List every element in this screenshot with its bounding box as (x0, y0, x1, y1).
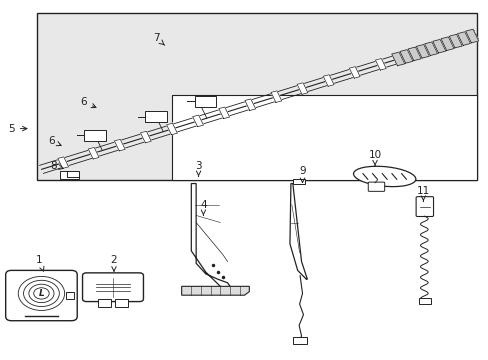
Polygon shape (88, 148, 99, 159)
Polygon shape (114, 139, 125, 151)
Text: 10: 10 (368, 150, 381, 166)
Polygon shape (401, 50, 411, 62)
Polygon shape (465, 29, 478, 43)
Polygon shape (244, 99, 255, 111)
Bar (37, 13, 476, 180)
Polygon shape (424, 42, 437, 55)
Polygon shape (399, 50, 412, 63)
Polygon shape (270, 91, 281, 102)
Bar (98, 299, 110, 306)
Text: 1: 1 (36, 255, 44, 271)
Bar (65, 292, 74, 299)
Polygon shape (289, 184, 307, 279)
Polygon shape (448, 34, 461, 48)
FancyBboxPatch shape (415, 197, 433, 216)
Bar (145, 111, 166, 122)
Polygon shape (432, 39, 445, 53)
Text: 5: 5 (8, 123, 27, 134)
Bar (292, 337, 307, 344)
Polygon shape (323, 75, 333, 86)
Text: 2: 2 (110, 255, 117, 271)
Text: 8: 8 (50, 161, 63, 171)
Bar (172, 95, 476, 180)
Text: 9: 9 (299, 166, 305, 183)
Text: 3: 3 (195, 161, 202, 176)
FancyBboxPatch shape (6, 270, 77, 321)
Polygon shape (440, 38, 450, 50)
Text: 4: 4 (200, 200, 206, 215)
Polygon shape (348, 67, 359, 78)
Bar (292, 179, 305, 184)
Polygon shape (375, 59, 386, 70)
Bar (60, 171, 79, 179)
Polygon shape (453, 34, 464, 46)
Bar (194, 96, 215, 107)
Bar (84, 130, 105, 141)
Polygon shape (166, 123, 177, 135)
Bar (115, 299, 127, 306)
FancyBboxPatch shape (367, 182, 384, 192)
Polygon shape (416, 45, 428, 58)
Polygon shape (191, 184, 233, 292)
Bar (418, 298, 430, 304)
FancyBboxPatch shape (82, 273, 143, 302)
Polygon shape (423, 44, 433, 55)
Text: 7: 7 (153, 33, 164, 45)
Polygon shape (297, 83, 307, 94)
Text: 6: 6 (81, 97, 96, 108)
Polygon shape (218, 107, 229, 118)
Text: 11: 11 (416, 186, 429, 201)
Text: 6: 6 (48, 136, 61, 146)
Polygon shape (192, 115, 203, 127)
Text: L: L (39, 289, 44, 298)
Polygon shape (140, 131, 151, 143)
Polygon shape (391, 52, 404, 66)
Polygon shape (440, 37, 453, 50)
Polygon shape (58, 157, 68, 168)
Ellipse shape (353, 166, 415, 186)
Polygon shape (181, 286, 249, 295)
Polygon shape (407, 47, 420, 60)
Polygon shape (457, 32, 469, 45)
